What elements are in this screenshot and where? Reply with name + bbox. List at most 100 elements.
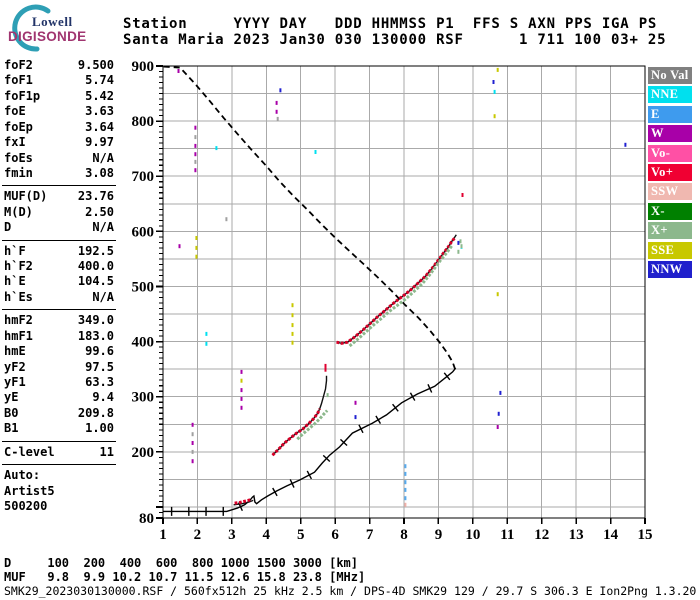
param-row: h`Es N/A (4, 290, 114, 305)
param-value: N/A (92, 289, 114, 304)
echo-speck (191, 422, 194, 427)
legend-item-sse: SSE (648, 241, 692, 259)
echo-speck (291, 331, 294, 336)
param-label: h`E (4, 274, 26, 289)
param-value: 63.3 (85, 375, 114, 390)
echo-speck (279, 88, 282, 93)
echo-speck (324, 363, 327, 368)
param-row: D N/A (4, 220, 114, 235)
echo-speck (194, 135, 197, 140)
param-label: foEp (4, 119, 33, 134)
param-row: h`E 104.5 (4, 274, 114, 289)
echo-speck (457, 249, 460, 254)
panel-divider (2, 460, 116, 466)
echo-speck (276, 116, 279, 121)
panel-divider (2, 305, 116, 311)
param-label: foF1 (4, 73, 33, 88)
echo-speck (354, 415, 357, 420)
param-row: yF2 97.5 (4, 360, 114, 375)
status-line: SMK29_2023030130000.RSF / 560fx512h 25 k… (4, 584, 697, 598)
param-label: foEs (4, 150, 33, 165)
echo-speck (194, 152, 197, 157)
logo-lowell-text: Lowell (32, 14, 73, 29)
echo-speck (191, 441, 194, 445)
echo-speck (195, 245, 198, 250)
param-label: yF1 (4, 375, 26, 390)
logo-digisonde-text: DIGISONDE (8, 29, 87, 44)
x-axis-label: 1 (159, 527, 167, 543)
param-value: 5.74 (85, 73, 114, 88)
x-axis-label: 13 (569, 527, 584, 543)
echo-speck (240, 405, 243, 410)
param-row: B1 1.00 (4, 421, 114, 436)
echo-speck (275, 100, 278, 105)
echo-speck (194, 159, 197, 164)
F1-trace-O (271, 408, 322, 457)
muf-row: MUF 9.8 9.9 10.2 10.7 11.5 12.6 15.8 23.… (4, 570, 366, 584)
header-columns-line: Station YYYY DAY DDD HHMMSS P1 FFS S AXN… (123, 16, 658, 32)
parameter-panel: foF2 9.500 foF1 5.74 foF1p 5.42 foE 3.63 foEp 3.6… (2, 58, 116, 514)
echo-speck (461, 193, 464, 197)
x-axis-label: 9 (435, 527, 443, 543)
param-value: 9.4 (92, 390, 114, 405)
legend-item-w: W (648, 125, 692, 143)
x-axis-label: 10 (465, 527, 480, 543)
param-label: MUF(D) (4, 189, 48, 204)
echo-speck (291, 303, 294, 308)
echo-speck (404, 502, 407, 507)
param-value: 104.5 (77, 274, 114, 289)
legend-item-nnw: NNW (648, 260, 692, 278)
param-row: fmin 3.08 (4, 166, 114, 181)
echo-speck (291, 323, 294, 328)
param-row: foF1p 5.42 (4, 89, 114, 104)
lowell-digisonde-logo: Lowell DIGISONDE (2, 4, 118, 52)
param-label: fxI (4, 135, 26, 150)
echo-speck (240, 396, 243, 401)
param-value: 183.0 (77, 328, 114, 343)
x-axis-label: 15 (638, 527, 653, 543)
echo-speck (404, 487, 407, 492)
param-label: yF2 (4, 359, 26, 374)
param-label: foE (4, 104, 26, 119)
param-label: h`F (4, 243, 26, 258)
param-row: yF1 63.3 (4, 375, 114, 390)
echo-speck (404, 496, 407, 501)
param-label: C-level (4, 444, 55, 459)
y-axis-label: 200 (132, 445, 155, 461)
param-row: C-level 11 (4, 445, 114, 460)
y-axis-label: 400 (132, 335, 155, 351)
param-row: hmF1 183.0 (4, 329, 114, 344)
param-row: MUF(D) 23.76 (4, 189, 114, 204)
param-value: N/A (92, 220, 114, 235)
x-axis-label: 2 (194, 527, 202, 543)
param-value: 99.6 (85, 344, 114, 359)
E-trace-O (234, 497, 253, 505)
echo-speck (404, 480, 407, 485)
echo-speck (194, 125, 197, 130)
param-row: fxI 9.97 (4, 135, 114, 150)
echo-speck (191, 449, 194, 454)
F2-trace-X (348, 243, 454, 348)
param-value: 1.00 (85, 421, 114, 436)
param-value: 5.42 (85, 88, 114, 103)
param-value: 9.97 (85, 135, 114, 150)
echo-speck (194, 143, 197, 148)
param-row: hmF2 349.0 (4, 313, 114, 328)
param-value: 11 (99, 444, 114, 459)
param-label: B0 (4, 405, 19, 420)
echo-speck (624, 142, 627, 147)
F2-trace-O (336, 237, 456, 345)
echo-speck (354, 400, 357, 405)
echo-speck (493, 114, 496, 119)
echo-speck (191, 459, 194, 464)
echo-speck (191, 432, 194, 437)
legend-item-noval: No Val (648, 67, 692, 84)
param-label: M(D) (4, 204, 33, 219)
x-axis-label: 8 (400, 527, 408, 543)
legend-item-x-: X- (648, 202, 692, 220)
direction-legend: No Val NNE E W Vo- Vo+ SSW X- X+ SSE NNW (648, 67, 694, 280)
y-axis-label: 700 (132, 169, 155, 185)
legend-item-nne: NNE (648, 86, 692, 104)
y-axis-label: 80 (139, 511, 154, 527)
x-axis-label: 12 (534, 527, 549, 543)
